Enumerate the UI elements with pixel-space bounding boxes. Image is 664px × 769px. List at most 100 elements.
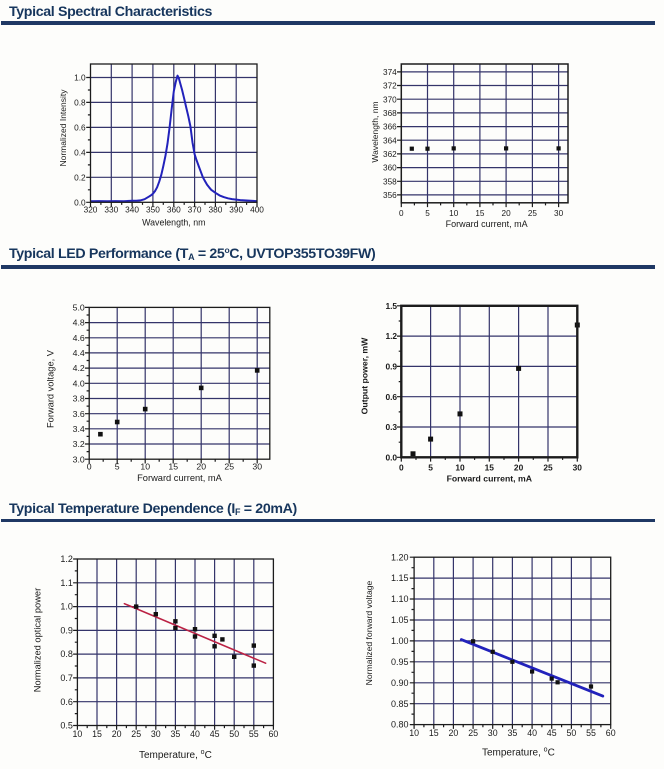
svg-text:45: 45 — [210, 729, 220, 739]
svg-text:10: 10 — [73, 729, 83, 739]
svg-text:30: 30 — [151, 729, 161, 739]
svg-text:362: 362 — [383, 150, 397, 159]
svg-text:366: 366 — [383, 123, 397, 132]
svg-text:3.8: 3.8 — [73, 394, 85, 404]
svg-text:0: 0 — [87, 462, 92, 472]
svg-text:1.15: 1.15 — [391, 573, 409, 583]
svg-text:1.5: 1.5 — [385, 301, 397, 311]
svg-text:Forward current, mA: Forward current, mA — [447, 473, 533, 483]
svg-text:0.4: 0.4 — [74, 148, 86, 158]
svg-text:340: 340 — [125, 205, 139, 215]
svg-text:5.0: 5.0 — [73, 303, 85, 313]
svg-text:25: 25 — [528, 209, 538, 218]
svg-text:35: 35 — [171, 729, 181, 739]
svg-text:364: 364 — [383, 136, 397, 145]
svg-text:Wavelength, nm: Wavelength, nm — [142, 218, 205, 228]
svg-text:20: 20 — [502, 209, 512, 218]
svg-text:4.0: 4.0 — [73, 378, 85, 388]
svg-text:20: 20 — [196, 462, 206, 472]
svg-text:3.0: 3.0 — [73, 454, 85, 464]
svg-text:0.9: 0.9 — [385, 362, 397, 372]
svg-text:1.00: 1.00 — [391, 636, 409, 646]
svg-text:Normalized forward voltage: Normalized forward voltage — [364, 580, 374, 685]
svg-text:0.90: 0.90 — [391, 678, 409, 688]
svg-text:0.6: 0.6 — [74, 123, 86, 133]
svg-text:1.0: 1.0 — [60, 602, 73, 612]
svg-text:40: 40 — [527, 728, 537, 738]
svg-text:Forward current, mA: Forward current, mA — [137, 473, 223, 483]
svg-text:0.2: 0.2 — [74, 172, 86, 182]
svg-text:0.9: 0.9 — [60, 626, 73, 636]
svg-text:0.85: 0.85 — [391, 699, 409, 709]
svg-text:30: 30 — [488, 728, 498, 738]
svg-text:1.10: 1.10 — [391, 594, 409, 604]
svg-text:3.6: 3.6 — [73, 409, 85, 419]
svg-text:20: 20 — [112, 729, 122, 739]
svg-text:25: 25 — [468, 728, 478, 738]
svg-text:40: 40 — [190, 729, 200, 739]
svg-text:368: 368 — [383, 109, 397, 118]
svg-text:25: 25 — [543, 462, 553, 472]
svg-text:0.8: 0.8 — [74, 98, 86, 108]
svg-text:55: 55 — [249, 729, 259, 739]
svg-text:10: 10 — [455, 462, 465, 472]
svg-text:356: 356 — [383, 191, 397, 200]
svg-text:25: 25 — [131, 729, 141, 739]
svg-text:Normalized optical power: Normalized optical power — [33, 588, 43, 692]
svg-text:15: 15 — [475, 209, 485, 218]
svg-text:25: 25 — [224, 462, 234, 472]
svg-text:30: 30 — [252, 462, 262, 472]
svg-text:390: 390 — [229, 205, 243, 215]
svg-text:30: 30 — [573, 462, 583, 472]
svg-text:320: 320 — [84, 205, 98, 215]
svg-text:1.1: 1.1 — [60, 578, 73, 588]
svg-text:0: 0 — [399, 462, 404, 472]
svg-text:50: 50 — [229, 729, 239, 739]
svg-text:Wavelength, nm: Wavelength, nm — [370, 101, 380, 162]
svg-text:15: 15 — [92, 729, 102, 739]
svg-text:1.20: 1.20 — [391, 552, 409, 562]
svg-text:0.3: 0.3 — [385, 422, 397, 432]
svg-text:5: 5 — [428, 462, 433, 472]
svg-text:30: 30 — [554, 209, 564, 218]
svg-text:0.8: 0.8 — [60, 649, 73, 659]
svg-text:10: 10 — [449, 209, 459, 218]
svg-text:Temperature, oC: Temperature, oC — [482, 747, 555, 759]
svg-text:4.4: 4.4 — [73, 348, 85, 358]
svg-text:3.2: 3.2 — [73, 439, 85, 449]
svg-text:10: 10 — [409, 728, 419, 738]
svg-text:4.8: 4.8 — [73, 318, 85, 328]
svg-text:50: 50 — [567, 728, 577, 738]
svg-text:0.5: 0.5 — [60, 721, 73, 731]
svg-text:0.95: 0.95 — [391, 657, 409, 667]
svg-text:60: 60 — [606, 728, 616, 738]
svg-text:Forward voltage, V: Forward voltage, V — [46, 349, 56, 428]
svg-text:20: 20 — [514, 462, 524, 472]
svg-text:60: 60 — [269, 729, 279, 739]
svg-text:370: 370 — [383, 95, 397, 104]
svg-text:55: 55 — [586, 728, 596, 738]
svg-text:45: 45 — [547, 728, 557, 738]
svg-text:0.7: 0.7 — [60, 673, 73, 683]
svg-text:1.0: 1.0 — [74, 73, 86, 83]
svg-text:374: 374 — [383, 68, 397, 77]
svg-text:380: 380 — [208, 205, 222, 215]
svg-text:35: 35 — [508, 728, 518, 738]
svg-text:330: 330 — [104, 205, 118, 215]
svg-text:Forward current, mA: Forward current, mA — [446, 219, 528, 229]
svg-text:5: 5 — [425, 209, 430, 218]
svg-text:15: 15 — [485, 462, 495, 472]
svg-text:Temperature, oC: Temperature, oC — [139, 749, 212, 761]
svg-text:5: 5 — [115, 462, 120, 472]
svg-text:360: 360 — [383, 164, 397, 173]
svg-text:0.80: 0.80 — [391, 720, 409, 730]
svg-text:1.2: 1.2 — [60, 554, 73, 564]
svg-text:15: 15 — [429, 728, 439, 738]
svg-text:0: 0 — [399, 209, 404, 218]
svg-text:10: 10 — [140, 462, 150, 472]
svg-text:4.6: 4.6 — [73, 333, 85, 343]
svg-text:370: 370 — [188, 205, 202, 215]
svg-text:1.2: 1.2 — [385, 331, 397, 341]
svg-text:4.2: 4.2 — [73, 363, 85, 373]
svg-text:0.0: 0.0 — [385, 452, 397, 462]
